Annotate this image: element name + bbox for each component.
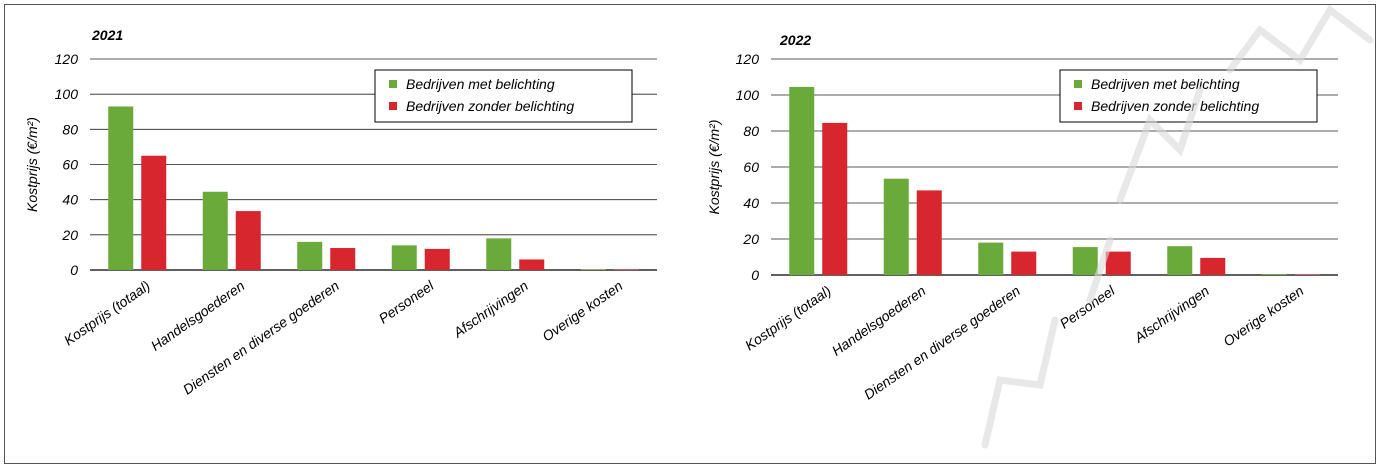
legend-swatch — [389, 80, 397, 88]
x-tick-label: Afschrijvingen — [450, 277, 532, 341]
y-tick-label: 20 — [742, 231, 759, 247]
x-tick-label: Overige kosten — [1220, 282, 1306, 349]
bar-met-belichting — [202, 191, 228, 270]
x-tick-label: Personeel — [376, 277, 438, 327]
legend — [374, 69, 633, 123]
y-tick-label: 0 — [70, 262, 78, 278]
y-tick-label: 80 — [62, 121, 78, 137]
bar-zonder-belichting — [613, 269, 639, 270]
y-tick-label: 20 — [61, 227, 78, 243]
x-tick-label: Afschrijvingen — [1131, 282, 1213, 346]
y-tick-label: 80 — [743, 123, 759, 139]
bar-zonder-belichting — [916, 190, 942, 275]
bar-met-belichting — [580, 269, 606, 270]
bar-zonder-belichting — [330, 248, 356, 270]
legend-label: Bedrijven met belichting — [1091, 76, 1240, 92]
y-tick-label: 120 — [736, 51, 760, 67]
legend-label: Bedrijven met belichting — [406, 76, 555, 92]
legend-swatch — [1074, 102, 1082, 110]
chart-title: 2022 — [779, 32, 811, 48]
bar-zonder-belichting — [1200, 257, 1226, 275]
bar-zonder-belichting — [519, 259, 545, 270]
bar-zonder-belichting — [1294, 274, 1320, 275]
y-axis-label: Kostprijs (€/m²) — [24, 117, 40, 212]
bar-met-belichting — [883, 178, 909, 275]
x-tick-label: Kostprijs (totaal) — [61, 277, 153, 348]
y-tick-label: 100 — [55, 86, 79, 102]
figure-frame — [4, 4, 1376, 464]
x-tick-label: Diensten en diverse goederen — [180, 277, 342, 397]
bar-zonder-belichting — [1011, 251, 1037, 275]
legend-label: Bedrijven zonder belichting — [406, 98, 574, 114]
x-tick-label: Kostprijs (totaal) — [742, 282, 834, 353]
x-tick-label: Handelsgoederen — [148, 277, 248, 354]
bar-met-belichting — [1072, 247, 1098, 275]
x-tick-label: Diensten en diverse goederen — [861, 282, 1023, 402]
x-tick-label: Overige kosten — [539, 277, 625, 344]
y-tick-label: 60 — [62, 157, 78, 173]
y-tick-label: 60 — [743, 159, 759, 175]
y-tick-label: 40 — [62, 192, 78, 208]
bar-zonder-belichting — [424, 248, 450, 270]
bar-met-belichting — [486, 238, 512, 270]
chart-2022: 2022 0 20 40 60 80 100 120 Kostprijs (€/m²) Kostp… — [706, 32, 1338, 403]
bar-zonder-belichting — [822, 122, 848, 276]
y-tick-label: 0 — [751, 267, 759, 283]
y-tick-label: 40 — [743, 195, 759, 211]
bar-met-belichting — [978, 242, 1004, 275]
bar-met-belichting — [1261, 274, 1287, 275]
bar-met-belichting — [297, 241, 323, 270]
bar-zonder-belichting — [235, 211, 261, 270]
chart-2021: 2021 0 20 40 60 80 100 120 Kostprijs (€/m²) Kostp… — [24, 27, 657, 398]
bar-zonder-belichting — [1105, 251, 1131, 275]
chart-title: 2021 — [91, 27, 123, 43]
bar-met-belichting — [789, 86, 815, 276]
x-tick-label: Handelsgoederen — [829, 282, 929, 359]
legend-swatch — [389, 102, 397, 110]
bar-met-belichting — [108, 106, 134, 270]
bar-met-belichting — [1167, 246, 1193, 275]
y-tick-label: 120 — [55, 51, 79, 67]
legend-swatch — [1074, 80, 1082, 88]
bar-met-belichting — [391, 245, 417, 270]
bar-zonder-belichting — [141, 155, 167, 270]
y-axis-label: Kostprijs (€/m²) — [706, 120, 722, 215]
x-tick-label: Personeel — [1057, 282, 1119, 332]
y-tick-label: 100 — [736, 87, 760, 103]
legend-label: Bedrijven zonder belichting — [1091, 98, 1259, 114]
